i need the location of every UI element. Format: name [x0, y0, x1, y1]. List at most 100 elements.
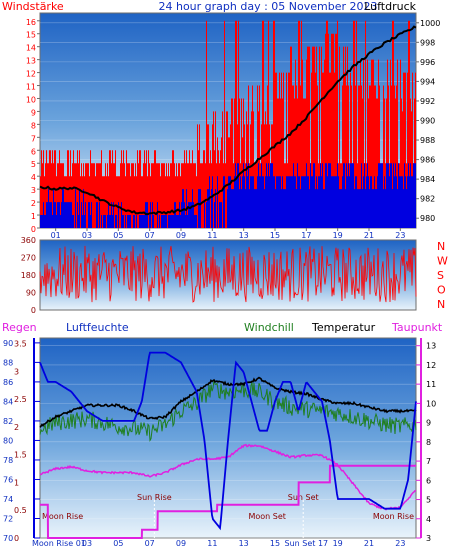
pressure-tick-label: 984	[420, 175, 435, 184]
wind-tick-label: 11	[26, 83, 36, 92]
direction-tick-label: 180	[21, 271, 36, 280]
temperature-line	[39, 376, 417, 428]
wind-tick-label: 4	[31, 173, 36, 182]
rain-tick-label: 2	[14, 423, 19, 432]
windchill-line	[39, 380, 417, 443]
humidity-tick-label: 90	[3, 339, 13, 348]
climate-hour-tick-label: 23	[395, 539, 405, 548]
rain-tick-label: 2.5	[14, 395, 27, 404]
wind-tick-label: 16	[26, 18, 36, 27]
temp-tick-label: 12	[426, 361, 436, 370]
temp-tick-label: 11	[426, 380, 436, 389]
wind-tick-label: 8	[31, 121, 36, 130]
climate-hour-tick-label: 09	[176, 539, 186, 548]
event-label: Sun Set	[288, 493, 319, 502]
event-label: Moon Set	[248, 512, 285, 521]
event-label: Moon Rise	[373, 512, 414, 521]
pressure-tick-label: 994	[420, 77, 435, 86]
header-title: 24 hour graph day : 05 November 2023	[158, 0, 377, 13]
wind-tick-label: 15	[26, 31, 36, 40]
hour-tick-label: 07	[145, 231, 155, 240]
direction-tick-label: 270	[21, 254, 36, 263]
legend-taupunkt: Taupunkt	[391, 321, 443, 334]
temp-tick-label: 6	[426, 476, 431, 485]
wind-tick-label: 14	[26, 44, 36, 53]
wind-direction-plot	[39, 245, 417, 303]
humidity-tick-label: 74	[3, 495, 13, 504]
hour-tick-label: 15	[270, 231, 280, 240]
gust-bars	[40, 20, 416, 228]
rain-tick-label: 3.5	[14, 340, 27, 349]
humidity-tick-label: 70	[3, 534, 13, 543]
humidity-tick-label: 80	[3, 436, 13, 445]
axes: 1615141312111098765432101000998996994992…	[3, 18, 448, 548]
climate-hour-tick-label: 07	[145, 539, 155, 548]
direction-tick-label: 90	[26, 289, 36, 298]
compass-label: S	[437, 269, 444, 282]
hour-tick-label: 05	[113, 231, 123, 240]
hour-tick-label: 13	[239, 231, 249, 240]
climate-hour-tick-label: Moon Rise 01	[32, 539, 86, 548]
pressure-tick-label: 988	[420, 136, 435, 145]
wind-tick-label: 10	[26, 95, 36, 104]
legend-windchill: Windchill	[244, 321, 294, 334]
wind-tick-label: 13	[26, 57, 36, 66]
temp-tick-label: 9	[426, 419, 431, 428]
climate-hour-tick-label: 15	[270, 539, 280, 548]
hour-tick-label: 03	[82, 231, 92, 240]
temp-tick-label: 3	[426, 534, 431, 543]
pressure-tick-label: 1000	[420, 19, 440, 28]
rain-line	[40, 464, 416, 539]
compass-label: W	[437, 255, 448, 268]
humidity-tick-label: 76	[3, 475, 13, 484]
pressure-line	[39, 25, 417, 216]
temp-tick-label: 7	[426, 457, 431, 466]
compass-label: N	[437, 298, 445, 311]
humidity-tick-label: 84	[3, 397, 13, 406]
humidity-line	[39, 351, 417, 531]
climate-hour-tick-label: 21	[364, 539, 374, 548]
humidity-tick-label: 86	[3, 378, 13, 387]
climate-hour-tick-label: 05	[113, 539, 123, 548]
wind-tick-label: 7	[31, 134, 36, 143]
hour-tick-label: 01	[51, 231, 61, 240]
header-right-label: Luftdruck	[364, 0, 416, 13]
hour-tick-label: 19	[333, 231, 343, 240]
pressure-tick-label: 986	[420, 156, 435, 165]
climate-hour-tick-label: 11	[207, 539, 217, 548]
wind-tick-label: 0	[31, 225, 36, 234]
wind-tick-label: 6	[31, 147, 36, 156]
dewpoint-line	[39, 443, 417, 511]
direction-tick-label: 0	[31, 306, 36, 315]
header-left-label: Windstärke	[2, 0, 64, 13]
wind-tick-label: 1	[31, 212, 36, 221]
wind-tick-label: 5	[31, 160, 36, 169]
wind-tick-label: 3	[31, 186, 36, 195]
legend-luftfeuchte: Luftfeuchte	[66, 321, 129, 334]
hour-tick-label: 17	[301, 231, 311, 240]
humidity-tick-label: 78	[3, 456, 13, 465]
pressure-tick-label: 982	[420, 195, 435, 204]
climate-hour-tick-label: 03	[82, 539, 92, 548]
humidity-tick-label: 72	[3, 514, 13, 523]
wind-pressure-plot	[39, 20, 417, 228]
wind-tick-label: 9	[31, 108, 36, 117]
direction-line	[39, 245, 417, 303]
pressure-tick-label: 998	[420, 38, 435, 47]
temp-tick-label: 8	[426, 438, 431, 447]
climate-hour-tick-label: 19	[333, 539, 343, 548]
temp-tick-label: 5	[426, 496, 431, 505]
humidity-tick-label: 82	[3, 417, 13, 426]
hour-tick-label: 23	[395, 231, 405, 240]
compass-label: O	[437, 284, 446, 297]
legend-regen: Regen	[2, 321, 37, 334]
mean-wind-bars	[40, 163, 416, 228]
compass-label: N	[437, 240, 445, 253]
temp-tick-label: 10	[426, 399, 436, 408]
temp-tick-label: 4	[426, 515, 431, 524]
hour-tick-label: 11	[207, 231, 217, 240]
climate-plot: Moon Rise Sun Rise Moon Set Sun Set Moon Ris…	[39, 345, 417, 539]
rain-tick-label: 3	[14, 367, 19, 376]
climate-hour-tick-label: 13	[239, 539, 249, 548]
